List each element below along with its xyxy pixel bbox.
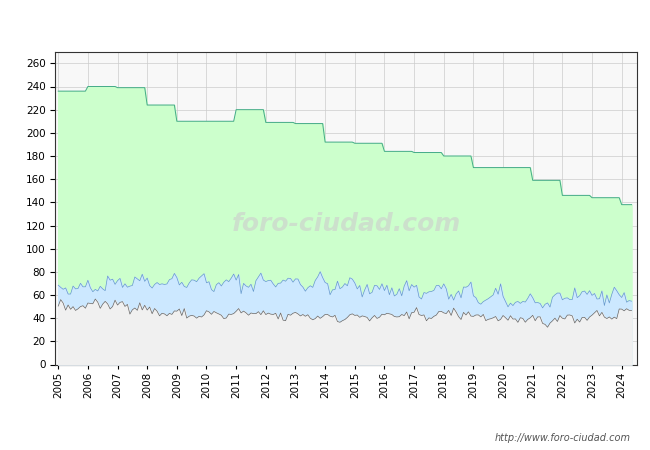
Text: foro-ciudad.com: foro-ciudad.com <box>231 212 461 236</box>
Text: http://www.foro-ciudad.com: http://www.foro-ciudad.com <box>495 433 630 443</box>
Text: La Fregeneda - Evolucion de la poblacion en edad de Trabajar Mayo de 2024: La Fregeneda - Evolucion de la poblacion… <box>70 17 580 30</box>
